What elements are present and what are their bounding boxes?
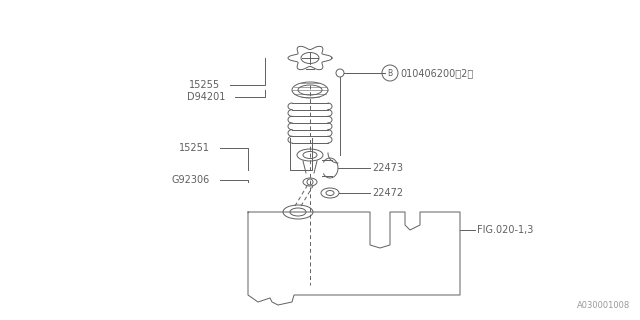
Text: 15251: 15251 — [179, 143, 210, 153]
Text: B: B — [387, 68, 392, 77]
Text: D94201: D94201 — [187, 92, 225, 102]
Text: A030001008: A030001008 — [577, 301, 630, 310]
Text: 15255: 15255 — [189, 80, 220, 90]
Text: 22472: 22472 — [372, 188, 403, 198]
Text: 010406200（2）: 010406200（2） — [400, 68, 473, 78]
Text: G92306: G92306 — [172, 175, 210, 185]
Text: 22473: 22473 — [372, 163, 403, 173]
Text: FIG.020-1,3: FIG.020-1,3 — [477, 225, 533, 235]
